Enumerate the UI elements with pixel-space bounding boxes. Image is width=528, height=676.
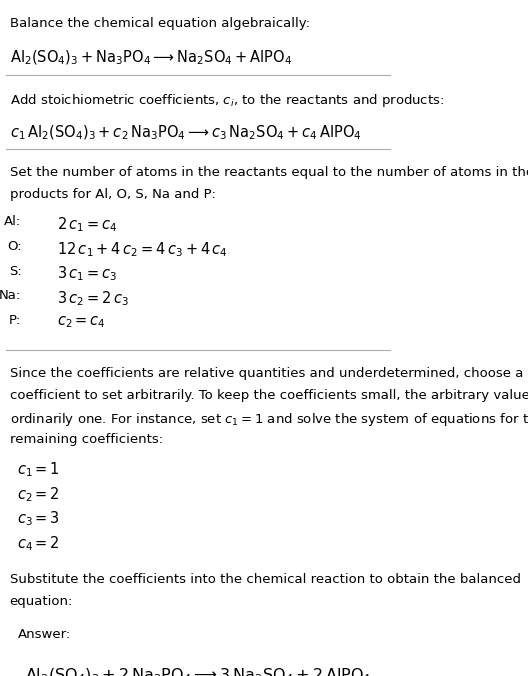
Text: $\mathrm{Al_2(SO_4)_3 + Na_3PO_4 \longrightarrow Na_2SO_4 + AlPO_4}$: $\mathrm{Al_2(SO_4)_3 + Na_3PO_4 \longri…: [10, 49, 291, 67]
Text: $\mathrm{Al_2(SO_4)_3 + 2\,Na_3PO_4 \longrightarrow 3\,Na_2SO_4 + 2\,AlPO_4}$: $\mathrm{Al_2(SO_4)_3 + 2\,Na_3PO_4 \lon…: [25, 667, 371, 676]
Text: remaining coefficients:: remaining coefficients:: [10, 433, 163, 445]
Text: $2\,c_1 = c_4$: $2\,c_1 = c_4$: [56, 216, 117, 234]
Text: $c_3 = 3$: $c_3 = 3$: [17, 510, 60, 528]
Text: Substitute the coefficients into the chemical reaction to obtain the balanced: Substitute the coefficients into the che…: [10, 573, 521, 586]
Text: equation:: equation:: [10, 595, 73, 608]
Text: Add stoichiometric coefficients, $c_i$, to the reactants and products:: Add stoichiometric coefficients, $c_i$, …: [10, 92, 444, 109]
Text: P:: P:: [9, 314, 22, 327]
FancyBboxPatch shape: [2, 611, 390, 676]
Text: $c_1 = 1$: $c_1 = 1$: [17, 460, 60, 479]
Text: Al:: Al:: [4, 216, 22, 228]
Text: Balance the chemical equation algebraically:: Balance the chemical equation algebraica…: [10, 17, 309, 30]
Text: O:: O:: [7, 240, 22, 253]
Text: $3\,c_2 = 2\,c_3$: $3\,c_2 = 2\,c_3$: [56, 289, 129, 308]
Text: $c_4 = 2$: $c_4 = 2$: [17, 534, 60, 553]
Text: $12\,c_1 + 4\,c_2 = 4\,c_3 + 4\,c_4$: $12\,c_1 + 4\,c_2 = 4\,c_3 + 4\,c_4$: [56, 240, 228, 259]
Text: ordinarily one. For instance, set $c_1 = 1$ and solve the system of equations fo: ordinarily one. For instance, set $c_1 =…: [10, 411, 528, 428]
Text: $c_1\,\mathrm{Al_2(SO_4)_3} + c_2\,\mathrm{Na_3PO_4} \longrightarrow c_3\,\mathr: $c_1\,\mathrm{Al_2(SO_4)_3} + c_2\,\math…: [10, 123, 361, 141]
Text: Since the coefficients are relative quantities and underdetermined, choose a: Since the coefficients are relative quan…: [10, 367, 523, 381]
Text: Set the number of atoms in the reactants equal to the number of atoms in the: Set the number of atoms in the reactants…: [10, 166, 528, 179]
Text: $3\,c_1 = c_3$: $3\,c_1 = c_3$: [56, 265, 117, 283]
Text: $c_2 = c_4$: $c_2 = c_4$: [56, 314, 106, 330]
Text: Na:: Na:: [0, 289, 22, 302]
Text: $c_2 = 2$: $c_2 = 2$: [17, 485, 60, 504]
Text: Answer:: Answer:: [17, 628, 71, 641]
Text: products for Al, O, S, Na and P:: products for Al, O, S, Na and P:: [10, 188, 215, 201]
Text: coefficient to set arbitrarily. To keep the coefficients small, the arbitrary va: coefficient to set arbitrarily. To keep …: [10, 389, 528, 402]
Text: S:: S:: [8, 265, 22, 278]
